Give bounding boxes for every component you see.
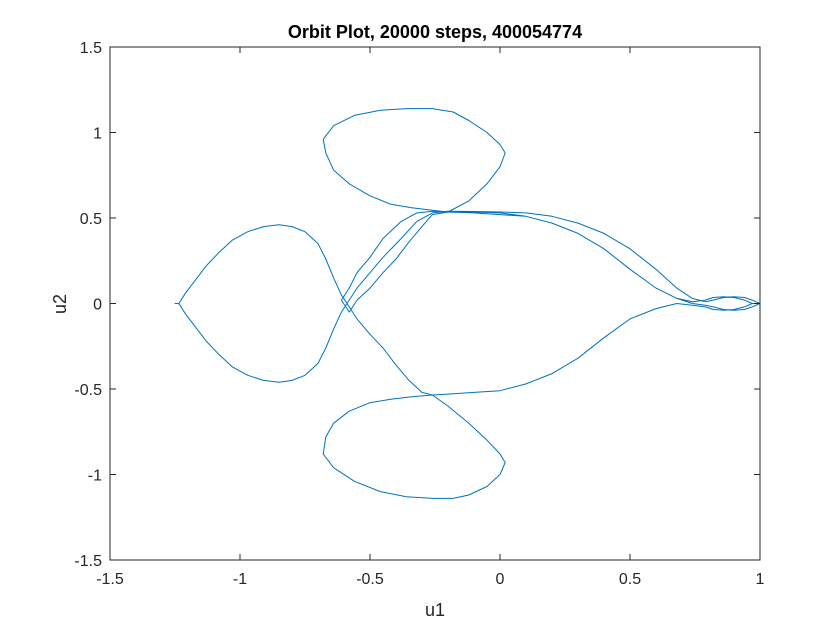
y-tick-label: 0.5 (80, 211, 102, 228)
x-tick-label: -1.5 (96, 571, 124, 588)
orbit-series-line (174, 108, 761, 499)
x-tick-label: 0 (496, 571, 505, 588)
y-axis: -1.5 -1 -0.5 0 0.5 1 1.5 (74, 40, 760, 570)
series-layer (174, 108, 761, 499)
x-tick-label: 1 (756, 571, 765, 588)
plot-area: -1.5 -1 -0.5 0 0.5 1 -1.5 -1 -0.5 0 0.5 1 1.5 (74, 40, 764, 588)
y-tick-label: -0.5 (74, 382, 102, 399)
x-tick-label: 0.5 (619, 571, 641, 588)
y-axis-label: u2 (50, 294, 70, 314)
x-axis-label: u1 (425, 600, 445, 620)
chart-title: Orbit Plot, 20000 steps, 400054774 (288, 22, 582, 42)
y-tick-label: 1 (93, 126, 102, 143)
x-tick-label: -1 (233, 571, 247, 588)
y-tick-label: -1 (88, 468, 102, 485)
y-tick-label: 0 (93, 297, 102, 314)
y-tick-label: 1.5 (80, 40, 102, 57)
x-tick-label: -0.5 (356, 571, 384, 588)
x-axis: -1.5 -1 -0.5 0 0.5 1 (96, 47, 765, 588)
axes-box (109, 46, 761, 561)
y-tick-label: -1.5 (74, 553, 102, 570)
